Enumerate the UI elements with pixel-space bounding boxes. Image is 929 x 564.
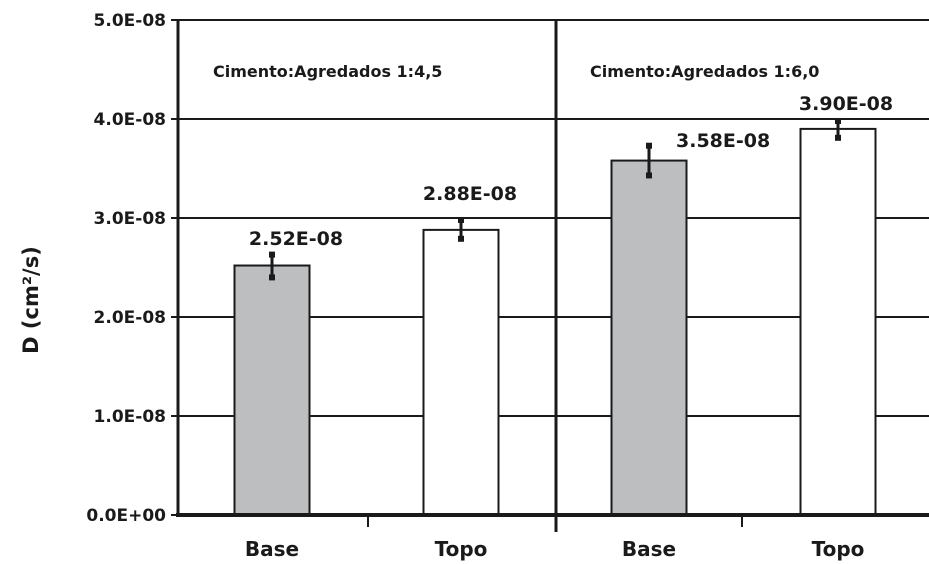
error-cap: [646, 172, 652, 179]
y-tick-label: 3.0E-08: [94, 209, 166, 229]
category-label: Base: [622, 537, 676, 561]
data-labels: 2.52E-08 2.88E-08 3.58E-08 3.90E-08: [249, 93, 893, 250]
error-cap: [835, 134, 841, 141]
y-tick-label: 2.0E-08: [94, 308, 166, 328]
y-tick-label: 1.0E-08: [94, 407, 166, 427]
panel-label-1-4-5: Cimento:Agredados 1:4,5: [213, 62, 442, 81]
error-cap: [835, 117, 841, 124]
error-cap: [458, 235, 464, 242]
data-label: 2.88E-08: [423, 183, 517, 205]
bar-base: [610, 159, 688, 517]
panel-labels: Cimento:Agredados 1:4,5 Cimento:Agredados…: [213, 62, 819, 81]
panel-label-1-6-0: Cimento:Agredados 1:6,0: [590, 62, 819, 81]
y-tick-label: 0.0E+00: [86, 506, 166, 526]
data-label: 3.90E-08: [799, 93, 893, 115]
data-label: 3.58E-08: [676, 130, 770, 152]
y-tick-label: 4.0E-08: [94, 110, 166, 130]
category-labels: Base Topo Base Topo: [245, 537, 865, 561]
category-label: Base: [245, 537, 299, 561]
y-axis-label: D (cm²/s): [19, 246, 43, 354]
plot-frame: [171, 19, 929, 532]
error-cap: [646, 142, 652, 149]
error-cap: [269, 251, 275, 258]
error-bars: [269, 117, 841, 281]
category-label: Topo: [812, 537, 865, 561]
bar-topo: [422, 228, 500, 516]
data-label: 2.52E-08: [249, 228, 343, 250]
error-cap: [269, 274, 275, 281]
y-tick-label: 5.0E-08: [94, 11, 166, 31]
error-cap: [458, 216, 464, 223]
bar-base: [233, 264, 311, 516]
bar-topo: [799, 127, 877, 516]
category-label: Topo: [435, 537, 488, 561]
y-tick-labels: 0.0E+00 1.0E-08 2.0E-08 3.0E-08 4.0E-08 5.0E-…: [86, 11, 166, 526]
